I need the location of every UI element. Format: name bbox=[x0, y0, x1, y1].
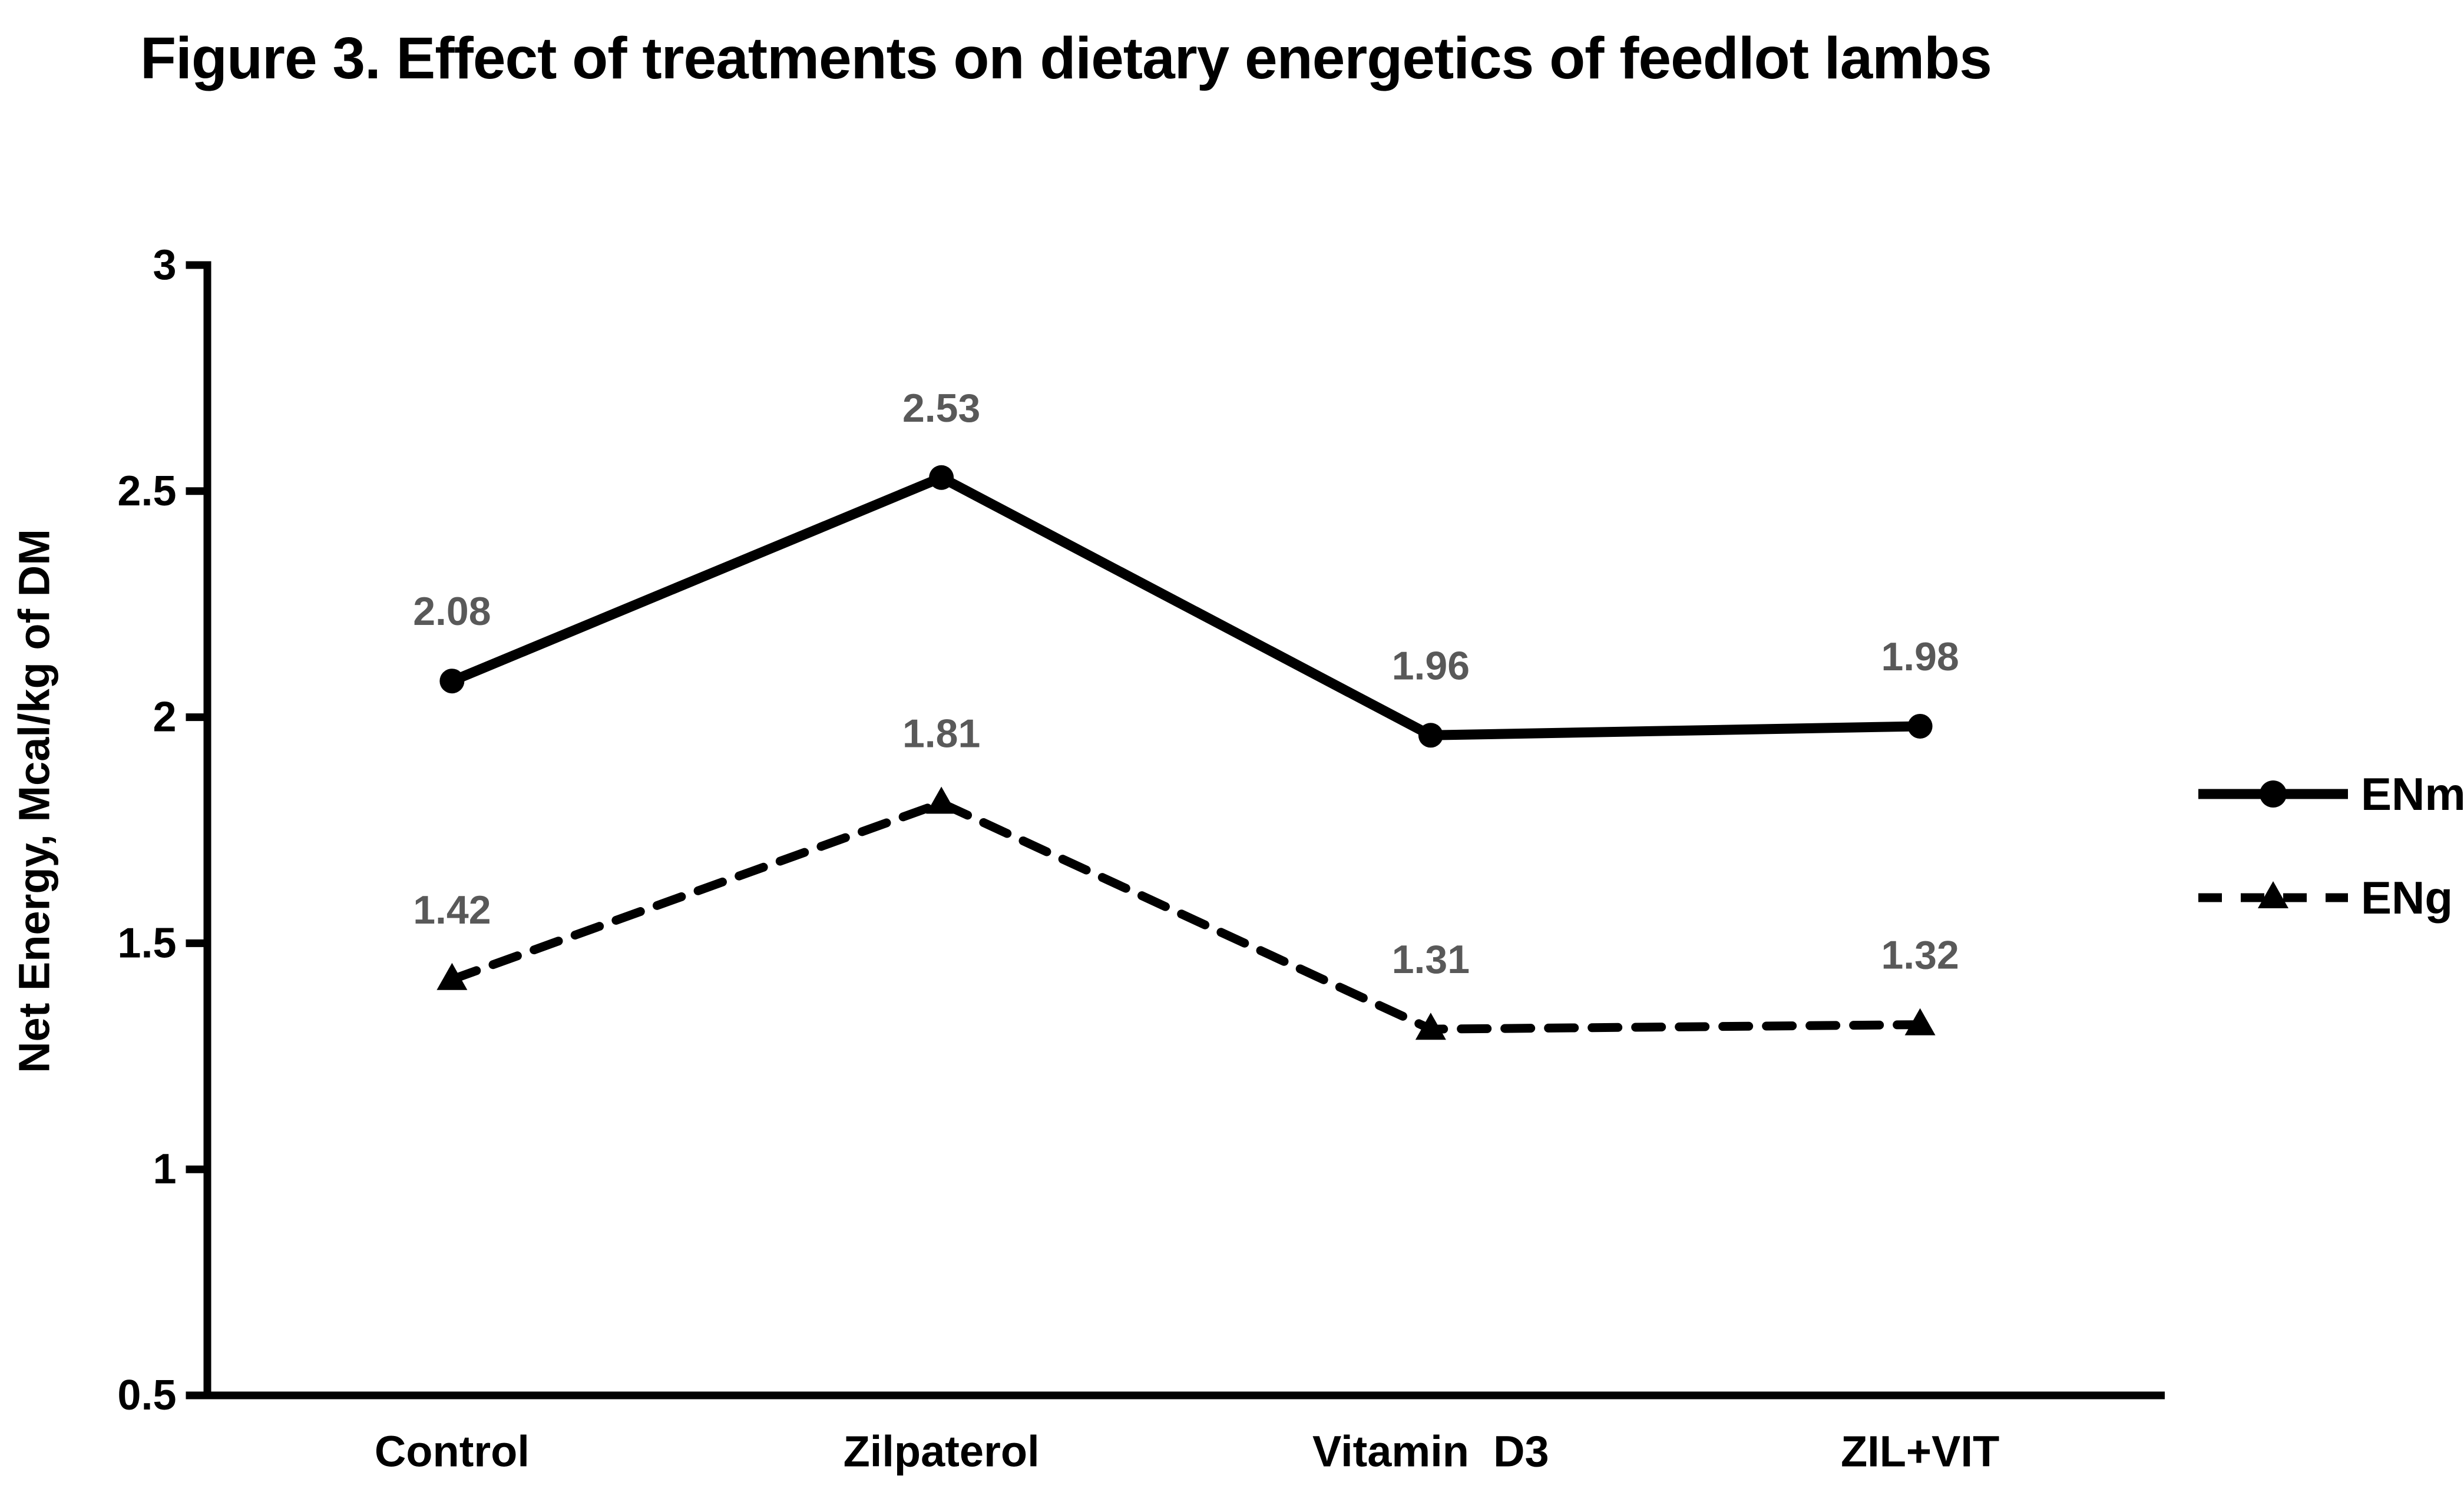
y-tick-label: 3 bbox=[153, 241, 176, 289]
marker-triangle-ENg bbox=[1904, 1008, 1936, 1035]
data-label: 1.98 bbox=[1881, 634, 1959, 679]
x-category-label: Zilpaterol bbox=[844, 1427, 1040, 1476]
data-label: 1.96 bbox=[1392, 643, 1470, 688]
data-label: 2.53 bbox=[902, 386, 980, 431]
x-category-label: ZIL+VIT bbox=[1841, 1427, 1999, 1476]
x-category-label: Vitamin D3 bbox=[1312, 1427, 1549, 1476]
y-tick-label: 2 bbox=[153, 694, 176, 741]
figure-title: Figure 3. Effect of treatments on dietar… bbox=[140, 25, 1992, 91]
marker-circle-ENm bbox=[439, 669, 465, 694]
data-label: 2.08 bbox=[413, 589, 491, 634]
marker-circle-ENm bbox=[929, 465, 954, 490]
marker-circle-ENm bbox=[1907, 713, 1933, 739]
legend-marker-ENg bbox=[2258, 881, 2288, 908]
y-tick-label: 1 bbox=[153, 1146, 176, 1193]
y-tick-label: 0.5 bbox=[117, 1372, 176, 1419]
series-line-ENm bbox=[447, 472, 1926, 740]
data-label: 1.81 bbox=[902, 711, 980, 756]
legend-label-ENg: ENg bbox=[2361, 872, 2453, 924]
data-label: 1.31 bbox=[1392, 937, 1470, 982]
legend-marker-ENm bbox=[2260, 780, 2287, 808]
data-label: 1.32 bbox=[1881, 933, 1959, 978]
marker-circle-ENm bbox=[1418, 723, 1443, 748]
legend-label-ENm: ENm bbox=[2361, 768, 2464, 820]
marker-triangle-ENg bbox=[436, 962, 468, 990]
marker-triangle-ENg bbox=[1415, 1013, 1446, 1040]
data-label: 1.42 bbox=[413, 888, 491, 932]
x-category-label: Control bbox=[375, 1427, 530, 1476]
y-tick-label: 2.5 bbox=[117, 468, 176, 515]
marker-triangle-ENg bbox=[926, 786, 957, 814]
series-line-ENg bbox=[447, 798, 1925, 1034]
y-tick-label: 1.5 bbox=[117, 919, 176, 967]
